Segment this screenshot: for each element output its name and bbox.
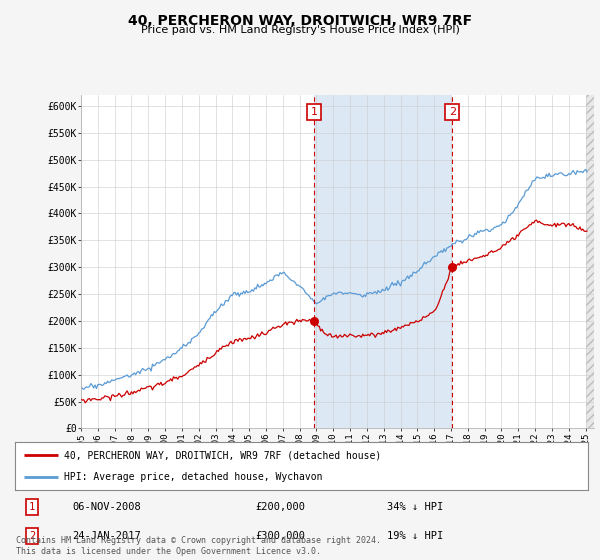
Point xyxy=(309,316,319,325)
Text: 1: 1 xyxy=(310,107,317,117)
Text: 2: 2 xyxy=(29,531,35,541)
Bar xyxy=(586,95,600,428)
Text: 1: 1 xyxy=(29,502,35,512)
Point xyxy=(448,263,457,272)
Text: 06-NOV-2008: 06-NOV-2008 xyxy=(73,502,141,512)
Text: £200,000: £200,000 xyxy=(256,502,305,512)
Text: Contains HM Land Registry data © Crown copyright and database right 2024.
This d: Contains HM Land Registry data © Crown c… xyxy=(16,536,381,556)
Text: 2: 2 xyxy=(449,107,456,117)
Text: 19% ↓ HPI: 19% ↓ HPI xyxy=(388,531,444,541)
Text: Price paid vs. HM Land Registry's House Price Index (HPI): Price paid vs. HM Land Registry's House … xyxy=(140,25,460,35)
Text: 40, PERCHERON WAY, DROITWICH, WR9 7RF (detached house): 40, PERCHERON WAY, DROITWICH, WR9 7RF (d… xyxy=(64,450,381,460)
Bar xyxy=(314,95,452,428)
Text: £300,000: £300,000 xyxy=(256,531,305,541)
Text: HPI: Average price, detached house, Wychavon: HPI: Average price, detached house, Wych… xyxy=(64,472,322,482)
Text: 24-JAN-2017: 24-JAN-2017 xyxy=(73,531,141,541)
Text: 40, PERCHERON WAY, DROITWICH, WR9 7RF: 40, PERCHERON WAY, DROITWICH, WR9 7RF xyxy=(128,14,472,28)
Text: 34% ↓ HPI: 34% ↓ HPI xyxy=(388,502,444,512)
